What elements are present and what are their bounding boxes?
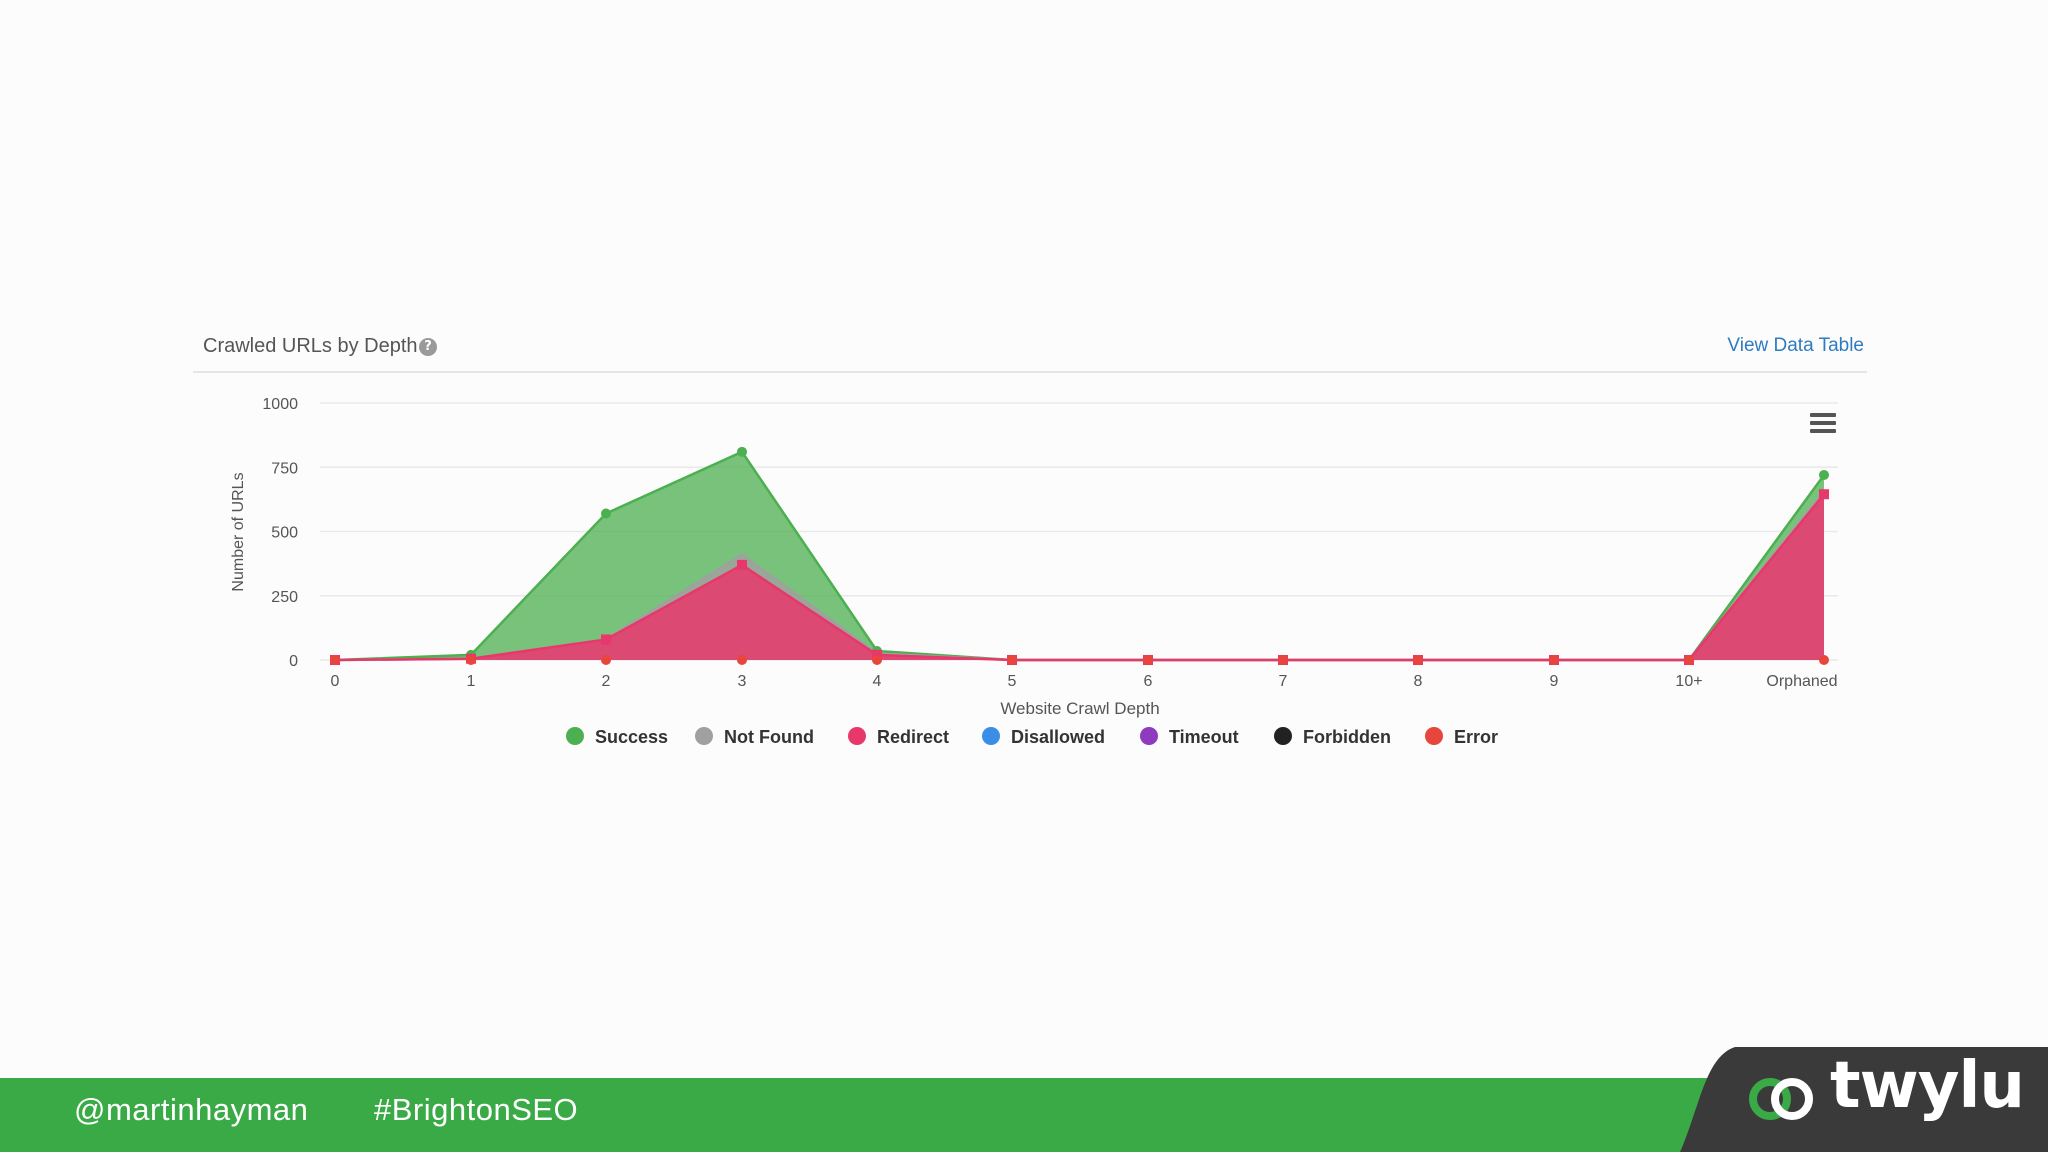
y-tick-label: 0 bbox=[289, 653, 298, 670]
help-icon[interactable]: ? bbox=[419, 338, 437, 356]
chart-widget: Crawled URLs by Depth ? View Data Table bbox=[193, 318, 1867, 768]
point-error bbox=[1143, 655, 1153, 665]
chart-title: Crawled URLs by Depth bbox=[203, 335, 418, 357]
x-tick-label: 2 bbox=[602, 673, 611, 690]
legend-label: Disallowed bbox=[1011, 727, 1105, 747]
y-tick-label: 750 bbox=[271, 460, 298, 477]
point-error bbox=[330, 655, 340, 665]
point-error bbox=[737, 655, 747, 665]
x-tick-label: Orphaned bbox=[1766, 673, 1837, 690]
legend-item-timeout[interactable]: Timeout bbox=[1140, 727, 1239, 747]
point-success bbox=[737, 446, 747, 457]
link-icon bbox=[1749, 1078, 1813, 1120]
legend-label: Redirect bbox=[877, 727, 949, 747]
y-tick-label: 500 bbox=[271, 525, 298, 542]
area-redirect bbox=[335, 494, 1824, 660]
legend-item-not-found[interactable]: Not Found bbox=[695, 727, 814, 747]
legend-marker bbox=[848, 727, 866, 745]
point-error bbox=[1549, 655, 1559, 665]
area-success bbox=[335, 451, 1824, 660]
point-error bbox=[1007, 655, 1017, 665]
twylu-logo: twylu bbox=[1830, 1049, 2025, 1123]
legend-label: Forbidden bbox=[1303, 727, 1391, 747]
x-axis-title: Website Crawl Depth bbox=[1000, 699, 1159, 718]
legend-marker bbox=[1425, 727, 1443, 745]
legend-item-success[interactable]: Success bbox=[566, 727, 668, 747]
view-data-table-link[interactable]: View Data Table bbox=[1727, 335, 1864, 356]
legend-label: Timeout bbox=[1169, 727, 1239, 747]
legend-item-disallowed[interactable]: Disallowed bbox=[982, 727, 1105, 747]
x-tick-label: 6 bbox=[1144, 673, 1153, 690]
point-redirect bbox=[872, 649, 882, 660]
y-tick-label: 1000 bbox=[262, 396, 298, 413]
point-redirect bbox=[601, 634, 611, 645]
x-tick-label: 8 bbox=[1414, 673, 1423, 690]
x-tick-label: 10+ bbox=[1675, 673, 1702, 690]
point-redirect bbox=[1819, 489, 1829, 500]
point-error bbox=[601, 655, 611, 665]
x-tick-label: 3 bbox=[738, 673, 747, 690]
x-tick-label: 1 bbox=[467, 673, 476, 690]
legend-label: Success bbox=[595, 727, 668, 747]
legend-marker bbox=[982, 727, 1000, 745]
point-success bbox=[601, 508, 611, 519]
hashtag: #BrightonSEO bbox=[374, 1092, 579, 1127]
x-tick-label: 7 bbox=[1279, 673, 1288, 690]
legend-item-forbidden[interactable]: Forbidden bbox=[1274, 727, 1391, 747]
y-tick-label: 250 bbox=[271, 589, 298, 606]
legend-label: Error bbox=[1454, 727, 1498, 747]
legend-marker bbox=[566, 727, 584, 745]
point-error bbox=[1819, 655, 1829, 665]
legend-item-redirect[interactable]: Redirect bbox=[848, 727, 949, 747]
x-tick-label: 4 bbox=[873, 673, 882, 690]
legend-label: Not Found bbox=[724, 727, 814, 747]
widget-header: Crawled URLs by Depth ? View Data Table bbox=[193, 318, 1867, 373]
legend-marker bbox=[1274, 727, 1292, 745]
x-tick-label: 0 bbox=[331, 673, 340, 690]
logo-panel: twylu bbox=[1680, 1047, 2048, 1152]
point-success bbox=[1819, 469, 1829, 480]
legend-marker bbox=[1140, 727, 1158, 745]
point-error bbox=[1413, 655, 1423, 665]
point-error bbox=[872, 655, 882, 665]
x-tick-label: 5 bbox=[1008, 673, 1017, 690]
point-error bbox=[1278, 655, 1288, 665]
x-tick-label: 9 bbox=[1550, 673, 1559, 690]
legend-item-error[interactable]: Error bbox=[1425, 727, 1498, 747]
twitter-handle: @martinhayman bbox=[74, 1092, 309, 1127]
point-error bbox=[466, 655, 476, 665]
chart-menu-icon[interactable] bbox=[1810, 413, 1836, 433]
y-axis-title: Number of URLs bbox=[230, 472, 247, 591]
legend-marker bbox=[695, 727, 713, 745]
line-redirect bbox=[334, 493, 1825, 662]
point-redirect bbox=[737, 559, 747, 570]
point-error bbox=[1684, 655, 1694, 665]
